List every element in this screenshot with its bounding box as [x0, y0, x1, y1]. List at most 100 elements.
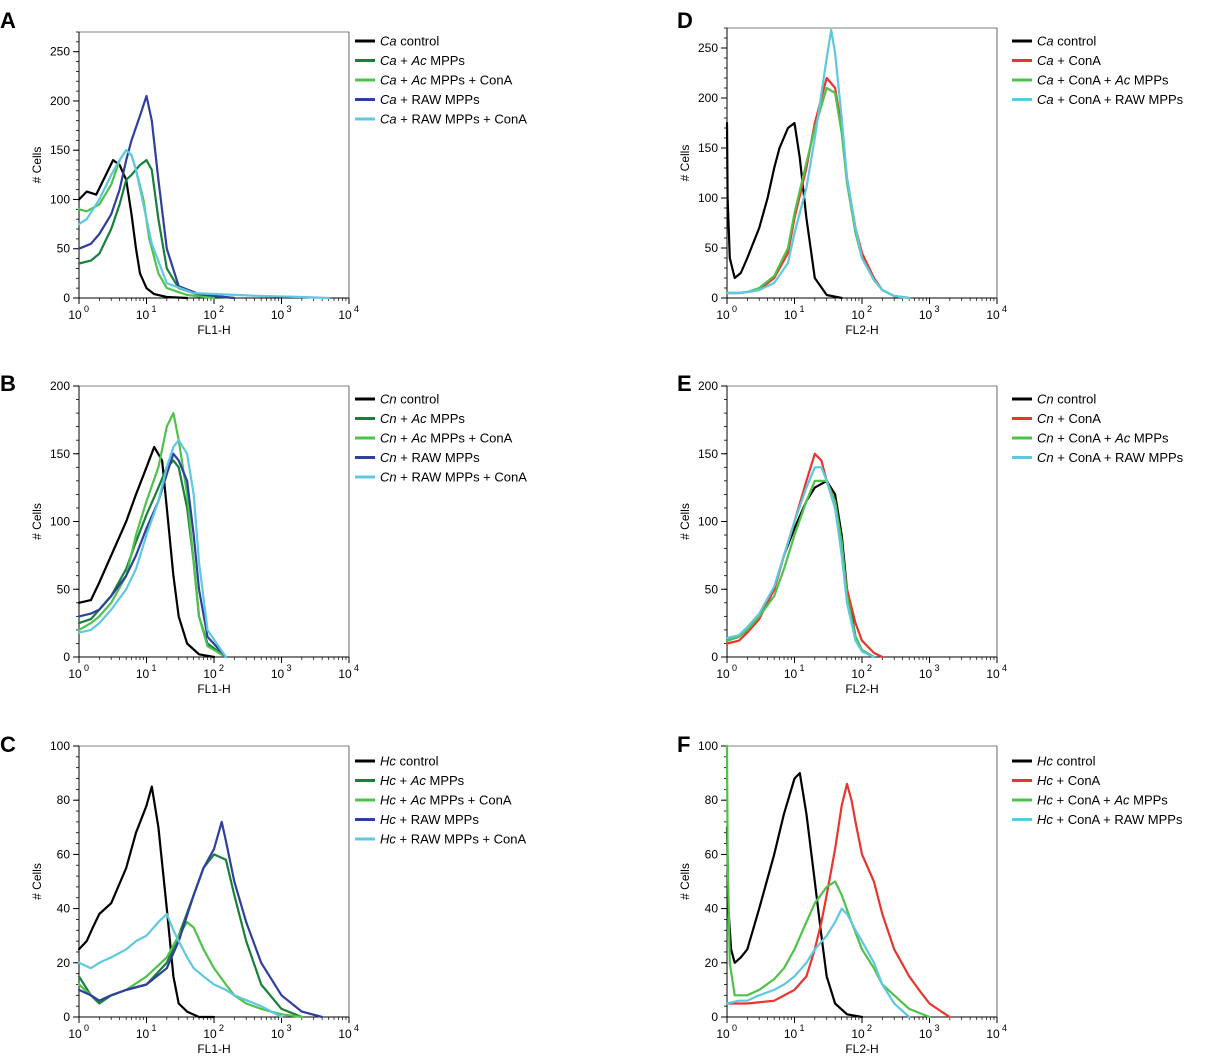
y-tick-label: 20 [57, 956, 71, 970]
legend-label: Cn + RAW MPPs + ConA [380, 470, 527, 485]
series-line-2 [725, 479, 876, 659]
x-tick-label: 10 [851, 308, 865, 322]
x-tick-label: 10 [271, 1027, 285, 1041]
x-tick-exponent: 3 [287, 304, 292, 314]
legend-label-species: Hc [380, 773, 396, 788]
y-tick-label: 80 [57, 793, 71, 807]
x-tick-label: 10 [68, 1027, 82, 1041]
x-tick-label: 10 [203, 1027, 217, 1041]
y-tick-label: 150 [50, 143, 70, 157]
x-tick-label: 10 [716, 308, 730, 322]
x-tick-label: 10 [136, 308, 150, 322]
legend-label-species: Cn [1037, 411, 1054, 426]
legend-label-rest: + ConA + RAW MPPs [1054, 450, 1184, 465]
legend-label: Ca + ConA + Ac MPPs [1037, 73, 1169, 88]
series-line-4 [77, 912, 283, 1019]
legend-label-part: + [396, 793, 411, 808]
y-tick-label: 150 [698, 141, 718, 155]
y-tick-label: 100 [50, 192, 70, 206]
x-tick-label: 10 [986, 308, 1000, 322]
y-tick-label: 60 [705, 847, 719, 861]
legend-label-rest: control [1053, 754, 1096, 769]
legend-label: Cn + Ac MPPs [380, 411, 465, 426]
legend-label-part: + [397, 431, 412, 446]
y-tick-label: 40 [57, 902, 71, 916]
x-tick-label: 10 [716, 667, 730, 681]
legend-label-part: MPPs [1130, 793, 1169, 808]
x-tick-label: 10 [68, 667, 82, 681]
legend-label: Cn + ConA + Ac MPPs [1037, 431, 1169, 446]
legend-label-rest: + ConA [1054, 411, 1102, 426]
x-tick-exponent: 0 [84, 304, 89, 314]
x-tick-exponent: 1 [800, 304, 805, 314]
legend-label-species: Cn [380, 470, 397, 485]
y-tick-label: 50 [57, 582, 71, 596]
x-tick-label: 10 [271, 667, 285, 681]
legend-label-part: MPPs + ConA [427, 431, 513, 446]
x-tick-exponent: 0 [84, 663, 89, 673]
series-line-0 [77, 445, 216, 659]
y-tick-label: 200 [698, 379, 718, 393]
panel-letter: C [0, 732, 16, 757]
legend-label: Hc + RAW MPPs + ConA [380, 832, 526, 847]
x-tick-exponent: 1 [152, 663, 157, 673]
x-tick-label: 10 [919, 1027, 933, 1041]
panel-letter: A [0, 8, 16, 33]
series-line-1 [77, 159, 236, 300]
legend-label: Hc + Ac MPPs + ConA [380, 793, 512, 808]
legend-label-species: Cn [380, 392, 397, 407]
legend-label-species: Ca [380, 53, 397, 68]
series-line-1 [725, 452, 884, 659]
x-axis-label: FL2-H [845, 682, 878, 696]
legend-label-ac: Ac [410, 411, 427, 426]
legend-label-rest: control [397, 392, 440, 407]
series-line-3 [725, 907, 911, 1019]
legend-label-rest: + ConA [1053, 773, 1101, 788]
x-tick-label: 10 [784, 667, 798, 681]
x-axis-label: FL1-H [197, 323, 230, 337]
y-tick-label: 0 [711, 650, 718, 664]
legend-label-rest: + RAW MPPs [397, 450, 480, 465]
legend-label-rest: + RAW MPPs + ConA [397, 112, 528, 127]
x-tick-exponent: 2 [867, 663, 872, 673]
x-tick-label: 10 [203, 308, 217, 322]
legend-label: Cn control [1037, 392, 1096, 407]
legend-label-ac: Ac [1113, 793, 1130, 808]
legend-label-species: Cn [380, 431, 397, 446]
legend-label-part: MPPs + ConA [426, 793, 512, 808]
legend-label: Hc + ConA [1037, 773, 1101, 788]
legend-label-species: Ca [380, 92, 397, 107]
x-tick-exponent: 1 [152, 1023, 157, 1033]
x-tick-label: 10 [338, 308, 352, 322]
y-axis-label: # Cells [30, 863, 44, 900]
x-tick-label: 10 [919, 667, 933, 681]
y-tick-label: 250 [50, 45, 70, 59]
x-tick-label: 10 [68, 308, 82, 322]
legend-label-species: Cn [1037, 450, 1054, 465]
legend-label-ac: Ac [1114, 73, 1131, 88]
x-tick-exponent: 3 [935, 663, 940, 673]
series-line-3 [77, 94, 236, 300]
legend-label-part: MPPs [427, 53, 466, 68]
x-axis-label: FL1-H [197, 1042, 230, 1056]
x-tick-exponent: 3 [935, 1023, 940, 1033]
legend-label-part: MPPs [1130, 73, 1169, 88]
legend-label-part: + [397, 411, 412, 426]
series-line-3 [725, 466, 876, 659]
x-tick-label: 10 [338, 1027, 352, 1041]
legend-label-ac: Ac [1114, 431, 1131, 446]
legend-label-part: + [397, 73, 412, 88]
y-tick-label: 0 [711, 291, 718, 305]
y-tick-label: 150 [50, 447, 70, 461]
legend-label: Cn control [380, 392, 439, 407]
x-tick-exponent: 2 [219, 304, 224, 314]
legend-label-part: + [396, 773, 411, 788]
x-axis-label: FL1-H [197, 682, 230, 696]
series-line-1 [725, 782, 951, 1019]
legend-label-part: MPPs [1130, 431, 1169, 446]
x-tick-label: 10 [136, 1027, 150, 1041]
panel-letter: F [677, 732, 690, 757]
